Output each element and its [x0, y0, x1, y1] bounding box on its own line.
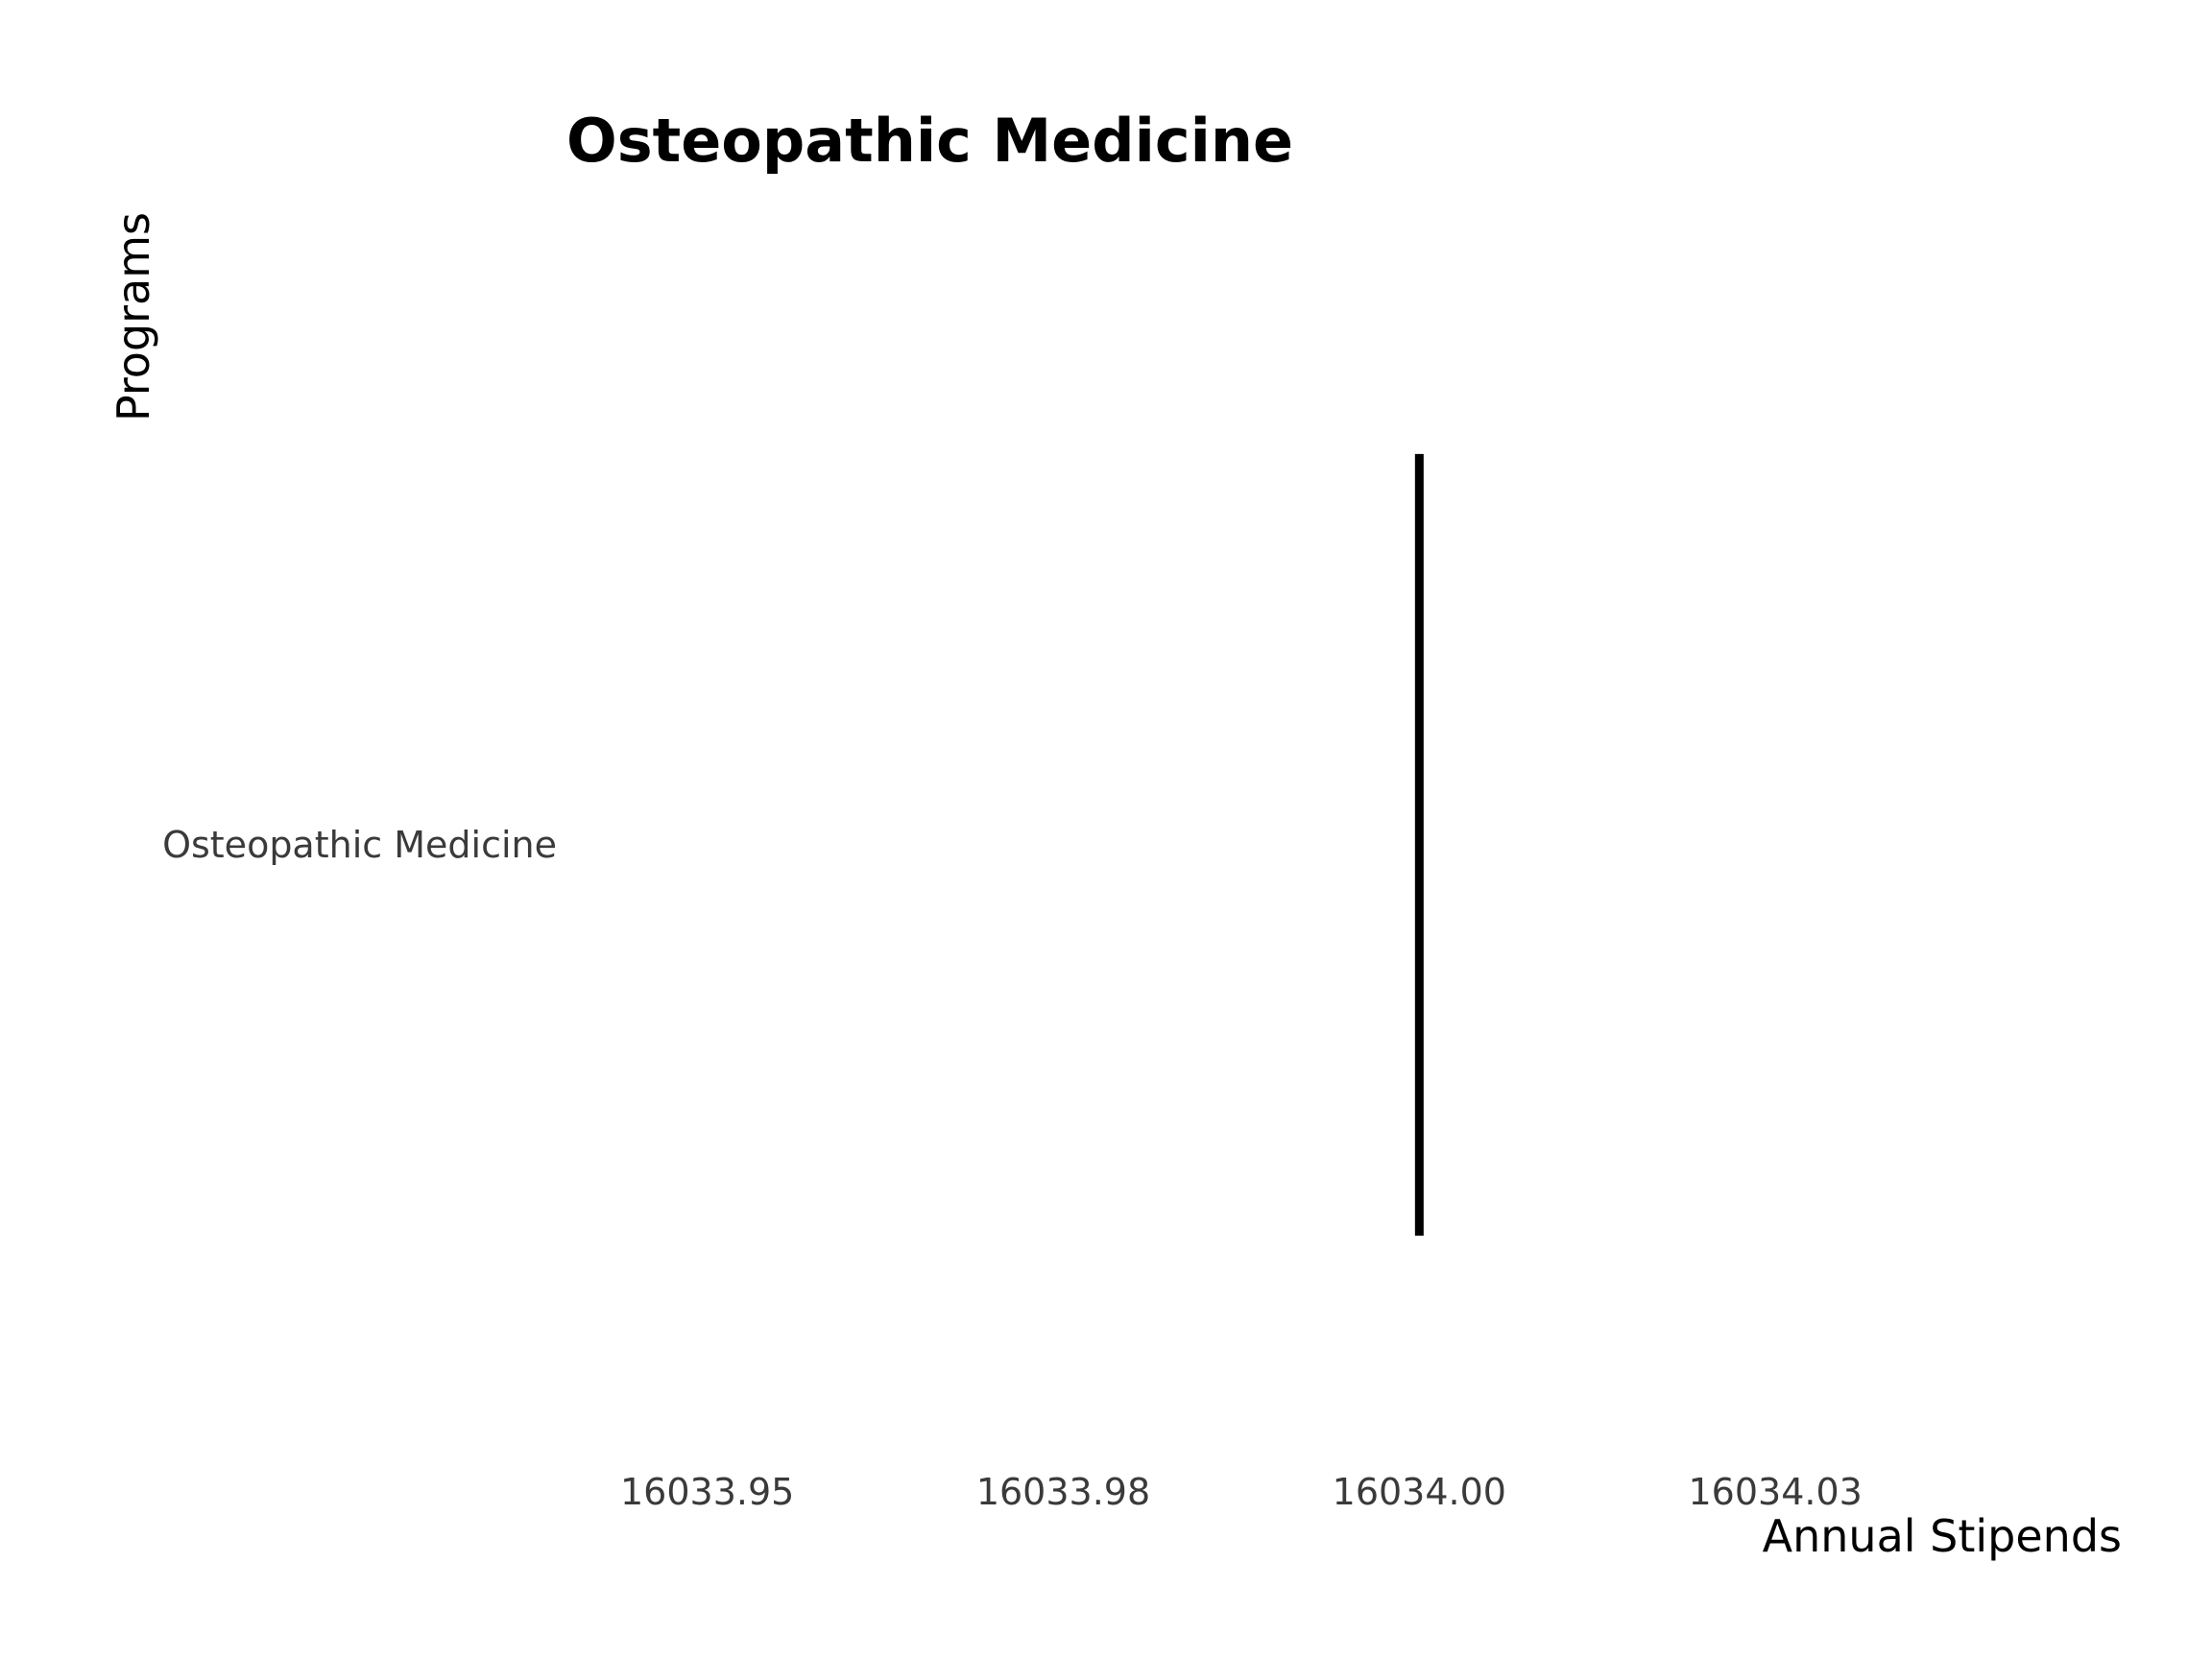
y-axis-title: Programs	[108, 212, 159, 421]
y-tick-labels: Osteopathic Medicine	[162, 824, 557, 866]
x-axis-title: Annual Stipends	[1763, 1510, 2122, 1562]
x-tick-label: 16034.00	[1333, 1471, 1506, 1513]
x-tick-label: 16033.98	[976, 1471, 1150, 1513]
x-tick-labels: 16033.95 16033.98 16034.00 16034.03	[620, 1471, 1863, 1513]
x-tick-label: 16034.03	[1689, 1471, 1863, 1513]
x-tick-label: 16033.95	[620, 1471, 794, 1513]
y-tick-label: Osteopathic Medicine	[162, 824, 557, 866]
chart-title: Osteopathic Medicine	[566, 106, 1293, 176]
